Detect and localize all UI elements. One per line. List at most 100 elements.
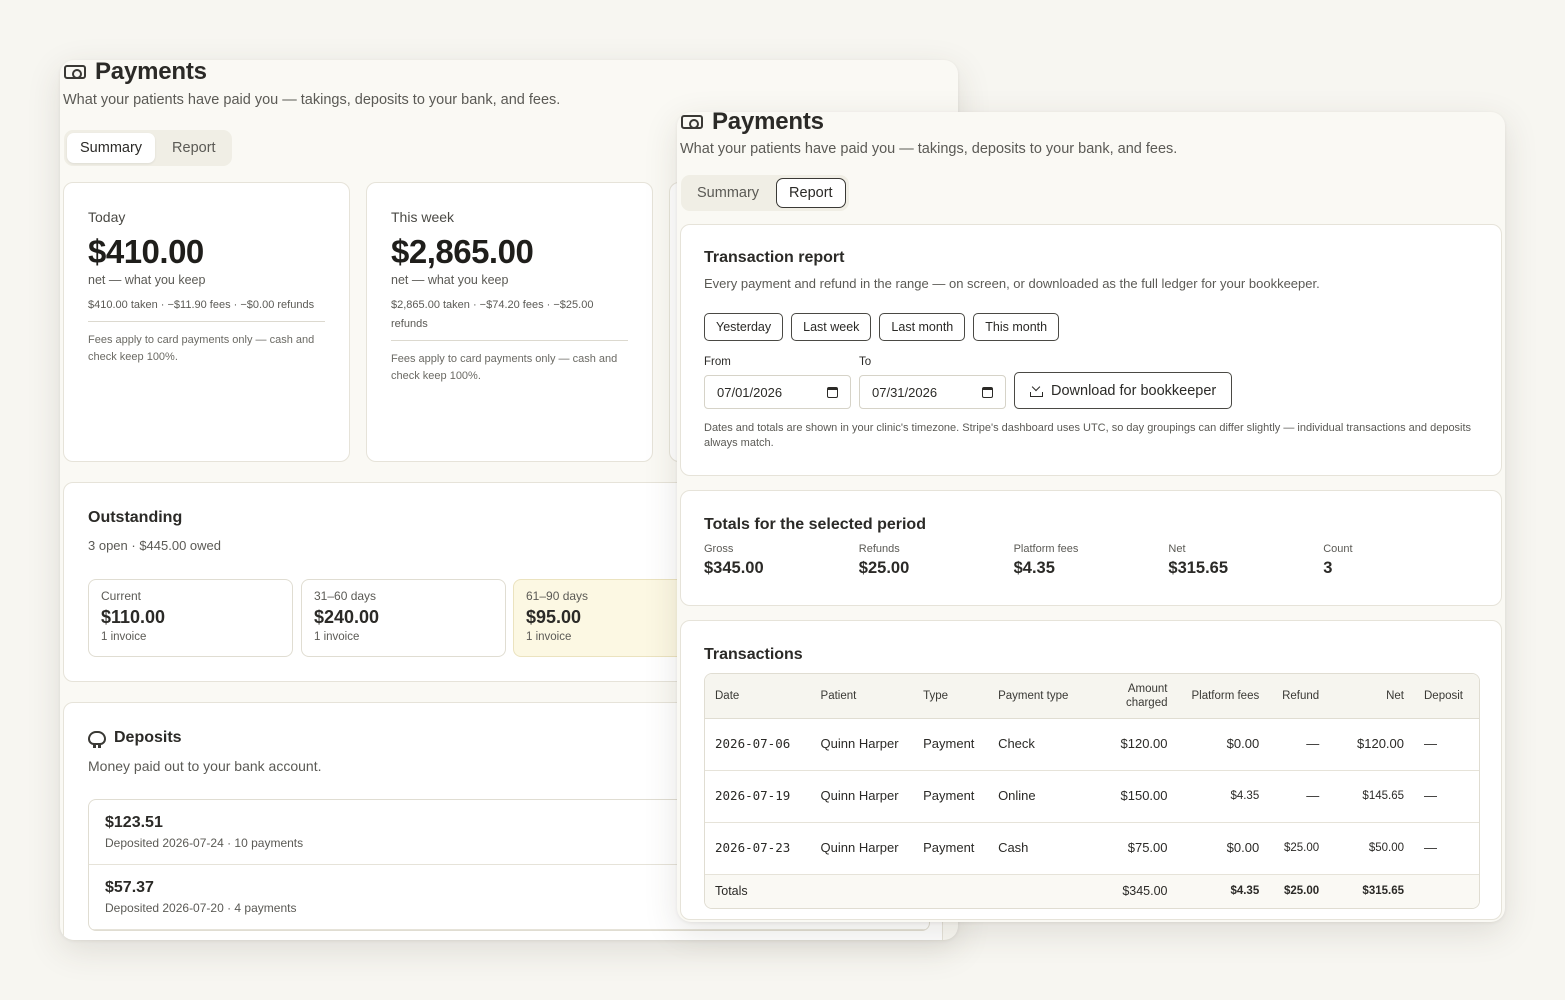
total-net: Net $315.65 bbox=[1168, 543, 1323, 578]
totals-fees: $4.35 bbox=[1177, 874, 1270, 908]
deposit-amount: $123.51 bbox=[105, 814, 163, 831]
col-date: Date bbox=[705, 674, 811, 719]
money-icon bbox=[681, 115, 703, 129]
cell-deposit: — bbox=[1414, 718, 1479, 771]
cell-deposit: — bbox=[1414, 770, 1479, 823]
view-tabs: Summary Report bbox=[64, 130, 232, 166]
table-row[interactable]: 2026-07-06 Quinn Harper Payment Check $1… bbox=[705, 718, 1479, 771]
total-platform-fees: Platform fees $4.35 bbox=[1014, 543, 1169, 578]
cell-fees: $0.00 bbox=[1177, 718, 1270, 771]
transactions-card: Transactions Date Patient Type Payment t… bbox=[680, 620, 1502, 920]
cell-fees: $4.35 bbox=[1177, 770, 1270, 823]
divider bbox=[88, 321, 325, 322]
range-last-month-button[interactable]: Last month bbox=[879, 313, 966, 341]
col-amount-charged: Amount charged bbox=[1079, 674, 1178, 719]
to-date-input[interactable]: 07/31/2026 bbox=[859, 375, 1006, 409]
range-this-month-button[interactable]: This month bbox=[973, 313, 1060, 341]
totals-deposit bbox=[1414, 874, 1479, 908]
page-subtitle: What your patients have paid you — takin… bbox=[680, 141, 1178, 157]
cell-refund: — bbox=[1269, 770, 1330, 823]
bucket-label: 61–90 days bbox=[526, 589, 589, 603]
page-header: Payments bbox=[681, 112, 824, 136]
deposit-item[interactable]: $123.51 Deposited 2026-07-24 · 10 paymen… bbox=[89, 800, 929, 865]
cell-payment-type: Online bbox=[988, 770, 1080, 823]
outstanding-summary: 3 open · $445.00 owed bbox=[88, 538, 221, 553]
timezone-note: Dates and totals are shown in your clini… bbox=[704, 422, 1472, 449]
stat-card-today: Today $410.00 net — what you keep $410.0… bbox=[63, 182, 350, 462]
cell-amount: $150.00 bbox=[1079, 770, 1178, 823]
deposit-amount: $57.37 bbox=[105, 879, 154, 896]
tab-summary[interactable]: Summary bbox=[684, 178, 772, 208]
from-date-input[interactable]: 07/01/2026 bbox=[704, 375, 851, 409]
stat-net-note: net — what you keep bbox=[88, 273, 206, 287]
table-totals-row: Totals $345.00 $4.35 $25.00 $315.65 bbox=[705, 874, 1479, 908]
date-range-row: From 07/01/2026 To 07/31/2026 Download f… bbox=[704, 356, 1478, 409]
deposit-item[interactable]: $57.37 Deposited 2026-07-20 · 4 payments bbox=[89, 865, 929, 930]
report-subtitle: Every payment and refund in the range — … bbox=[704, 276, 1320, 291]
total-value: $4.35 bbox=[1013, 559, 1055, 577]
total-label: Net bbox=[1168, 543, 1186, 555]
cell-payment-type: Cash bbox=[988, 822, 1080, 875]
deposit-meta: Deposited 2026-07-24 · 10 payments bbox=[105, 836, 304, 850]
money-icon bbox=[64, 65, 86, 79]
download-label: Download for bookkeeper bbox=[1051, 382, 1217, 399]
table-row[interactable]: 2026-07-19 Quinn Harper Payment Online $… bbox=[705, 770, 1479, 823]
totals-grid: Gross $345.00 Refunds $25.00 Platform fe… bbox=[704, 543, 1478, 578]
stat-breakdown: $410.00 taken · −$11.90 fees · −$0.00 re… bbox=[88, 299, 315, 311]
cell-net: $120.00 bbox=[1329, 718, 1414, 771]
aging-bucket-current[interactable]: Current $110.00 1 invoice bbox=[88, 579, 293, 657]
table-row[interactable]: 2026-07-23 Quinn Harper Payment Cash $75… bbox=[705, 822, 1479, 875]
tab-report[interactable]: Report bbox=[776, 178, 846, 208]
report-title: Transaction report bbox=[704, 249, 845, 266]
page-header: Payments bbox=[64, 60, 207, 86]
from-date-value: 07/01/2026 bbox=[717, 384, 783, 400]
stat-value: $2,865.00 bbox=[391, 233, 534, 270]
divider bbox=[391, 340, 628, 341]
stat-card-this-week: This week $2,865.00 net — what you keep … bbox=[366, 182, 653, 462]
cell-deposit: — bbox=[1414, 822, 1479, 875]
cell-fees: $0.00 bbox=[1177, 822, 1270, 875]
deposit-meta: Deposited 2026-07-20 · 4 payments bbox=[105, 901, 297, 915]
total-label: Refunds bbox=[858, 543, 900, 555]
totals-refund: $25.00 bbox=[1269, 874, 1330, 908]
total-value: 3 bbox=[1323, 559, 1333, 577]
bucket-label: Current bbox=[101, 589, 142, 603]
tab-summary[interactable]: Summary bbox=[67, 133, 156, 163]
table-header-row: Date Patient Type Payment type Amount ch… bbox=[705, 674, 1479, 719]
to-date-value: 07/31/2026 bbox=[872, 384, 938, 400]
download-for-bookkeeper-button[interactable]: Download for bookkeeper bbox=[1014, 372, 1233, 409]
calendar-icon[interactable] bbox=[827, 386, 838, 398]
col-type: Type bbox=[913, 674, 989, 719]
period-totals-card: Totals for the selected period Gross $34… bbox=[680, 490, 1502, 606]
deposits-subtitle: Money paid out to your bank account. bbox=[88, 758, 322, 774]
calendar-icon[interactable] bbox=[982, 386, 993, 398]
transactions-title: Transactions bbox=[704, 646, 803, 663]
cell-amount: $120.00 bbox=[1079, 718, 1178, 771]
total-value: $25.00 bbox=[858, 559, 910, 577]
cell-patient: Quinn Harper bbox=[810, 770, 914, 823]
bucket-amount: $95.00 bbox=[526, 607, 582, 627]
total-label: Gross bbox=[704, 543, 734, 555]
view-tabs: Summary Report bbox=[681, 175, 849, 211]
col-refund: Refund bbox=[1269, 674, 1330, 719]
col-patient: Patient bbox=[810, 674, 914, 719]
stat-breakdown: $2,865.00 taken · −$74.20 fees · −$25.00… bbox=[391, 299, 594, 330]
total-value: $345.00 bbox=[704, 559, 764, 577]
cell-date: 2026-07-06 bbox=[705, 718, 811, 771]
cell-type: Payment bbox=[913, 770, 989, 823]
stat-fees-note: Fees apply to card payments only — cash … bbox=[391, 353, 618, 382]
transactions-table: Date Patient Type Payment type Amount ch… bbox=[704, 673, 1480, 909]
col-platform-fees: Platform fees bbox=[1177, 674, 1270, 719]
tab-report[interactable]: Report bbox=[159, 133, 229, 163]
range-yesterday-button[interactable]: Yesterday bbox=[704, 313, 784, 341]
total-label: Count bbox=[1323, 543, 1353, 555]
total-gross: Gross $345.00 bbox=[704, 543, 859, 578]
aging-bucket-31-60[interactable]: 31–60 days $240.00 1 invoice bbox=[301, 579, 506, 657]
cell-net: $50.00 bbox=[1329, 822, 1414, 875]
to-label: To bbox=[859, 356, 872, 368]
totals-amount: $345.00 bbox=[1079, 874, 1178, 908]
report-window: Payments What your patients have paid yo… bbox=[677, 112, 1505, 922]
page-title: Payments bbox=[712, 112, 824, 135]
cell-refund: — bbox=[1269, 718, 1330, 771]
range-last-week-button[interactable]: Last week bbox=[791, 313, 872, 341]
